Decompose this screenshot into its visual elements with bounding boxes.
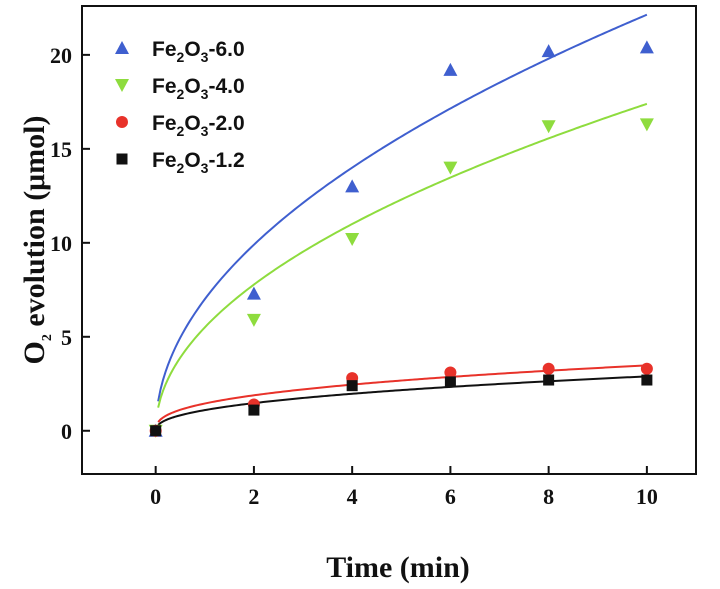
data-point xyxy=(443,62,458,76)
data-point xyxy=(443,161,458,175)
y-tick-label: 15 xyxy=(50,137,72,162)
data-point xyxy=(541,120,556,134)
fit-curve xyxy=(157,13,648,402)
data-point xyxy=(345,233,360,247)
x-tick-label: 0 xyxy=(150,484,161,509)
y-tick-label: 10 xyxy=(50,231,72,256)
y-tick-label: 5 xyxy=(61,325,72,350)
data-point xyxy=(639,118,654,132)
fit-curves xyxy=(157,13,648,426)
data-points xyxy=(148,40,654,438)
data-point xyxy=(150,425,162,437)
legend-label: Fe2O3-6.0 xyxy=(152,38,245,65)
x-tick-label: 10 xyxy=(636,484,658,509)
y-tick-label: 0 xyxy=(61,419,72,444)
data-point xyxy=(444,376,456,388)
data-point xyxy=(248,404,260,416)
legend: Fe2O3-6.0 Fe2O3-4.0 Fe2O3-2.0 Fe2O3-1.2 xyxy=(115,38,245,176)
fit-curve xyxy=(157,375,647,426)
x-axis-title: Time (min) xyxy=(326,551,470,584)
y-axis-title-rest: evolution (μmol) xyxy=(18,115,51,334)
data-point xyxy=(639,40,654,54)
data-point xyxy=(346,380,358,392)
data-point xyxy=(246,286,261,300)
y-axis-title: O2 evolution (μmol) xyxy=(18,115,55,364)
x-tick-label: 2 xyxy=(248,484,259,509)
legend-marker xyxy=(116,153,128,165)
legend-label: Fe2O3-4.0 xyxy=(152,75,245,102)
legend-marker xyxy=(116,116,128,128)
ticks: 0 2 4 6 8 10 0 5 10 15 20 xyxy=(50,43,658,509)
x-tick-label: 8 xyxy=(543,484,554,509)
data-point xyxy=(444,366,457,379)
fit-curve xyxy=(157,364,647,423)
data-point xyxy=(541,44,556,58)
x-tick-label: 6 xyxy=(445,484,456,509)
data-point xyxy=(246,313,261,327)
fit-curve xyxy=(157,102,648,408)
y-axis-title-sub: 2 xyxy=(40,334,55,341)
legend-label: Fe2O3-1.2 xyxy=(152,149,245,176)
data-point xyxy=(640,362,653,375)
y-tick-label: 20 xyxy=(50,43,72,68)
data-point xyxy=(641,374,653,386)
data-point xyxy=(345,179,360,193)
data-point xyxy=(542,362,555,375)
legend-marker xyxy=(115,41,129,54)
legend-marker xyxy=(115,79,129,92)
svg-text:O2 evolution (μmol): O2 evolution (μmol) xyxy=(18,115,55,364)
data-point xyxy=(543,374,555,386)
legend-label: Fe2O3-2.0 xyxy=(152,112,245,139)
plot-frame xyxy=(81,5,697,475)
y-axis-title-main: O xyxy=(18,341,51,364)
x-tick-label: 4 xyxy=(347,484,358,509)
